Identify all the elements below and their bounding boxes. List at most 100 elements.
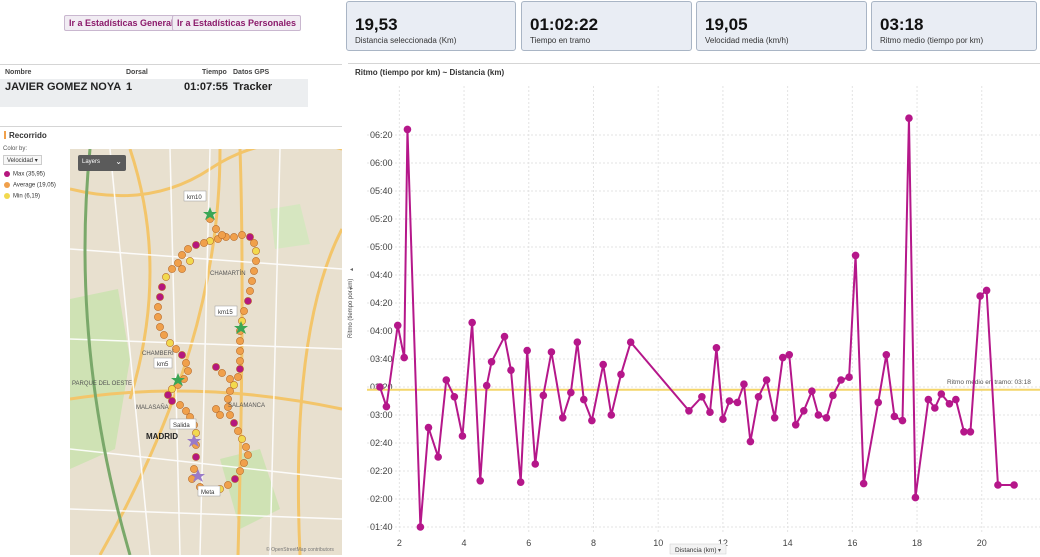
data-point[interactable] <box>882 351 891 359</box>
data-point[interactable] <box>845 373 853 382</box>
route-dot[interactable] <box>192 241 200 249</box>
data-point[interactable] <box>468 318 476 327</box>
data-point[interactable] <box>898 416 907 425</box>
data-point[interactable] <box>547 348 556 356</box>
route-dot[interactable] <box>234 427 242 435</box>
data-point[interactable] <box>740 380 748 389</box>
route-dot[interactable] <box>192 453 200 461</box>
data-point[interactable] <box>442 376 451 384</box>
route-dot[interactable] <box>224 395 232 403</box>
data-point[interactable] <box>952 395 960 404</box>
route-dot[interactable] <box>218 369 226 377</box>
data-point[interactable] <box>516 478 525 487</box>
data-point[interactable] <box>434 453 442 461</box>
personal-stats-button[interactable]: Ir a Estadísticas Personales <box>172 15 302 31</box>
data-point[interactable] <box>924 395 933 404</box>
route-dot[interactable] <box>246 233 254 241</box>
data-point[interactable] <box>416 523 425 531</box>
route-dot[interactable] <box>216 411 224 419</box>
route-dot[interactable] <box>164 391 172 399</box>
route-dot[interactable] <box>166 339 174 347</box>
general-stats-button[interactable]: Ir a Estadísticas Generales <box>64 15 189 31</box>
data-point[interactable] <box>785 351 794 359</box>
data-point[interactable] <box>890 412 899 421</box>
route-dot[interactable] <box>240 307 248 315</box>
map-canvas[interactable]: km10 km15 km5 Salida Meta CHAMARTÍN CHAM… <box>70 149 342 555</box>
data-point[interactable] <box>725 397 734 405</box>
route-dot[interactable] <box>184 367 192 375</box>
data-point[interactable] <box>507 366 515 375</box>
data-point[interactable] <box>770 414 779 422</box>
data-point[interactable] <box>706 408 714 417</box>
route-dot[interactable] <box>224 481 232 489</box>
route-dot[interactable] <box>248 277 256 285</box>
route-dot[interactable] <box>172 345 180 353</box>
route-dot[interactable] <box>246 287 254 295</box>
data-point[interactable] <box>376 383 384 391</box>
data-point[interactable] <box>617 370 625 379</box>
route-dot[interactable] <box>250 267 258 275</box>
route-dot[interactable] <box>238 435 246 443</box>
data-point[interactable] <box>558 414 567 422</box>
data-point[interactable] <box>746 437 755 446</box>
route-dot[interactable] <box>200 239 208 247</box>
route-dot[interactable] <box>154 313 162 321</box>
route-dot[interactable] <box>224 403 232 411</box>
data-point[interactable] <box>626 338 635 347</box>
data-point[interactable] <box>403 125 412 134</box>
data-point[interactable] <box>719 415 727 424</box>
athlete-row[interactable]: JAVIER GOMEZ NOYA 1 01:07:55 Tracker <box>0 79 308 107</box>
route-dot[interactable] <box>236 467 244 475</box>
data-point[interactable] <box>937 390 946 398</box>
data-point[interactable] <box>450 393 459 401</box>
data-point[interactable] <box>476 477 485 485</box>
route-dot[interactable] <box>230 233 238 241</box>
route-dot[interactable] <box>236 365 244 373</box>
data-point[interactable] <box>945 400 954 408</box>
route-dot[interactable] <box>230 381 238 389</box>
data-point[interactable] <box>487 358 496 366</box>
data-point[interactable] <box>733 398 742 407</box>
data-point[interactable] <box>814 411 823 419</box>
route-dot[interactable] <box>160 331 168 339</box>
data-point[interactable] <box>822 414 831 422</box>
route-dot[interactable] <box>182 407 190 415</box>
data-point[interactable] <box>874 398 883 407</box>
route-dot[interactable] <box>234 373 242 381</box>
route-dot[interactable] <box>182 359 190 367</box>
route-dot[interactable] <box>178 265 186 273</box>
route-dot[interactable] <box>226 411 234 419</box>
color-by-select[interactable]: Velocidad ▾ <box>3 155 42 165</box>
x-axis-select[interactable] <box>669 543 727 555</box>
data-point[interactable] <box>994 481 1002 489</box>
route-dot[interactable] <box>252 247 260 255</box>
route-dot[interactable] <box>240 459 248 467</box>
data-point[interactable] <box>458 432 467 440</box>
data-point[interactable] <box>859 479 868 488</box>
data-point[interactable] <box>982 286 991 295</box>
data-point[interactable] <box>800 407 808 415</box>
route-dot[interactable] <box>252 257 260 265</box>
route-dot[interactable] <box>238 231 246 239</box>
route-dot[interactable] <box>250 239 258 247</box>
data-point[interactable] <box>966 428 975 436</box>
route-dot[interactable] <box>218 231 226 239</box>
route-dot[interactable] <box>178 251 186 259</box>
data-point[interactable] <box>837 376 845 384</box>
route-dot[interactable] <box>226 387 234 395</box>
route-dot[interactable] <box>244 297 252 305</box>
data-point[interactable] <box>762 376 771 384</box>
route-map[interactable]: km10 km15 km5 Salida Meta CHAMARTÍN CHAM… <box>70 149 342 555</box>
route-dot[interactable] <box>168 397 176 405</box>
data-point[interactable] <box>808 387 816 396</box>
data-point[interactable] <box>500 332 509 341</box>
route-dot[interactable] <box>212 225 220 233</box>
data-point[interactable] <box>531 460 540 468</box>
route-dot[interactable] <box>154 303 162 311</box>
data-point[interactable] <box>393 321 402 330</box>
data-point[interactable] <box>754 393 763 401</box>
data-point[interactable] <box>539 391 548 400</box>
data-point[interactable] <box>400 353 409 362</box>
route-dot[interactable] <box>230 419 238 427</box>
data-point[interactable] <box>778 353 787 362</box>
